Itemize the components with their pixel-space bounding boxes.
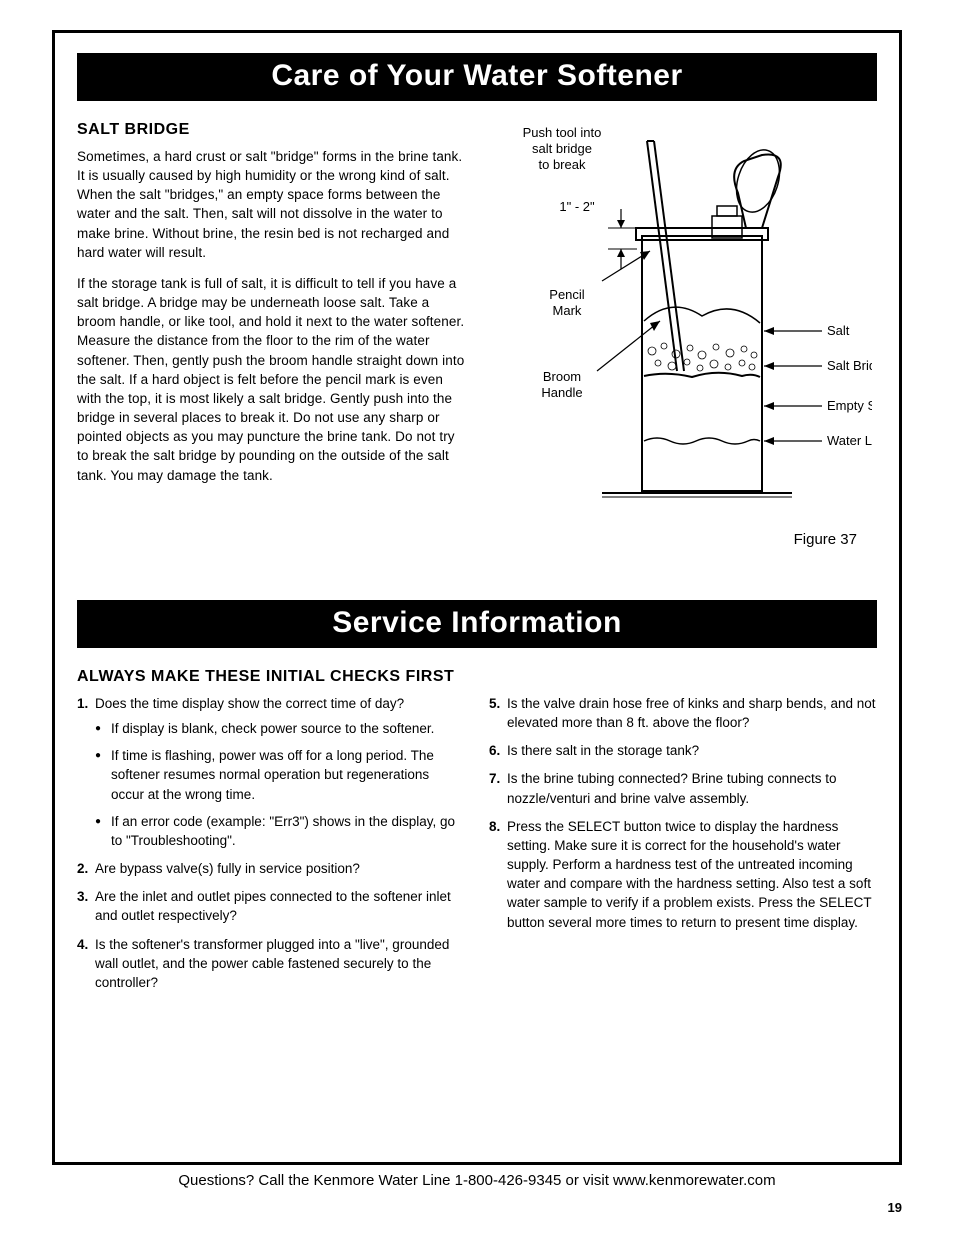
checks-columns: Does the time display show the correct t… <box>77 694 877 1001</box>
check-3: Are the inlet and outlet pipes connected… <box>77 887 465 925</box>
label-water-level: Water Level <box>827 433 872 448</box>
para-salt-2: If the storage tank is full of salt, it … <box>77 274 468 485</box>
label-pencil-2: Mark <box>552 303 581 318</box>
check-1: Does the time display show the correct t… <box>77 694 465 850</box>
check-1-text: Does the time display show the correct t… <box>95 696 404 711</box>
label-salt: Salt <box>827 323 850 338</box>
check-6: Is there salt in the storage tank? <box>489 741 877 760</box>
checks-col-left: Does the time display show the correct t… <box>77 694 465 1001</box>
label-pencil-1: Pencil <box>549 287 585 302</box>
check-2: Are bypass valve(s) fully in service pos… <box>77 859 465 878</box>
label-salt-bridge: Salt Bridge <box>827 358 872 373</box>
label-broom-2: Handle <box>541 385 582 400</box>
label-push-tool-2: salt bridge <box>532 141 592 156</box>
section-salt-bridge: SALT BRIDGE Sometimes, a hard crust or s… <box>77 121 877 548</box>
label-push-tool-3: to break <box>538 157 585 172</box>
text-column: SALT BRIDGE Sometimes, a hard crust or s… <box>77 121 468 548</box>
label-push-tool-1: Push tool into <box>522 125 601 140</box>
check-4: Is the softener's transformer plugged in… <box>77 935 465 992</box>
check-1-bullet-2: If time is flashing, power was off for a… <box>95 746 465 803</box>
label-empty-space: Empty Space <box>827 398 872 413</box>
footer-line: Questions? Call the Kenmore Water Line 1… <box>0 1172 954 1189</box>
check-1-bullet-3: If an error code (example: "Err3") shows… <box>95 812 465 850</box>
salt-bridge-diagram: Push tool into salt bridge to break 1" -… <box>492 121 872 521</box>
label-measurement: 1" - 2" <box>559 199 595 214</box>
check-5: Is the valve drain hose free of kinks an… <box>489 694 877 732</box>
check-7: Is the brine tubing connected? Brine tub… <box>489 769 877 807</box>
label-broom-1: Broom <box>542 369 580 384</box>
checks-col-right: Is the valve drain hose free of kinks an… <box>489 694 877 1001</box>
subhead-salt-bridge: SALT BRIDGE <box>77 121 468 139</box>
page-frame: Care of Your Water Softener SALT BRIDGE … <box>52 30 902 1165</box>
para-salt-1: Sometimes, a hard crust or salt "bridge"… <box>77 147 468 262</box>
figure-caption: Figure 37 <box>794 531 857 548</box>
check-1-bullet-1: If display is blank, check power source … <box>95 719 465 738</box>
check-8: Press the SELECT button twice to display… <box>489 817 877 932</box>
page-number: 19 <box>888 1200 902 1215</box>
banner-care: Care of Your Water Softener <box>77 53 877 101</box>
banner-service: Service Information <box>77 600 877 648</box>
subhead-checks: ALWAYS MAKE THESE INITIAL CHECKS FIRST <box>77 668 877 686</box>
figure-column: Push tool into salt bridge to break 1" -… <box>486 121 877 548</box>
